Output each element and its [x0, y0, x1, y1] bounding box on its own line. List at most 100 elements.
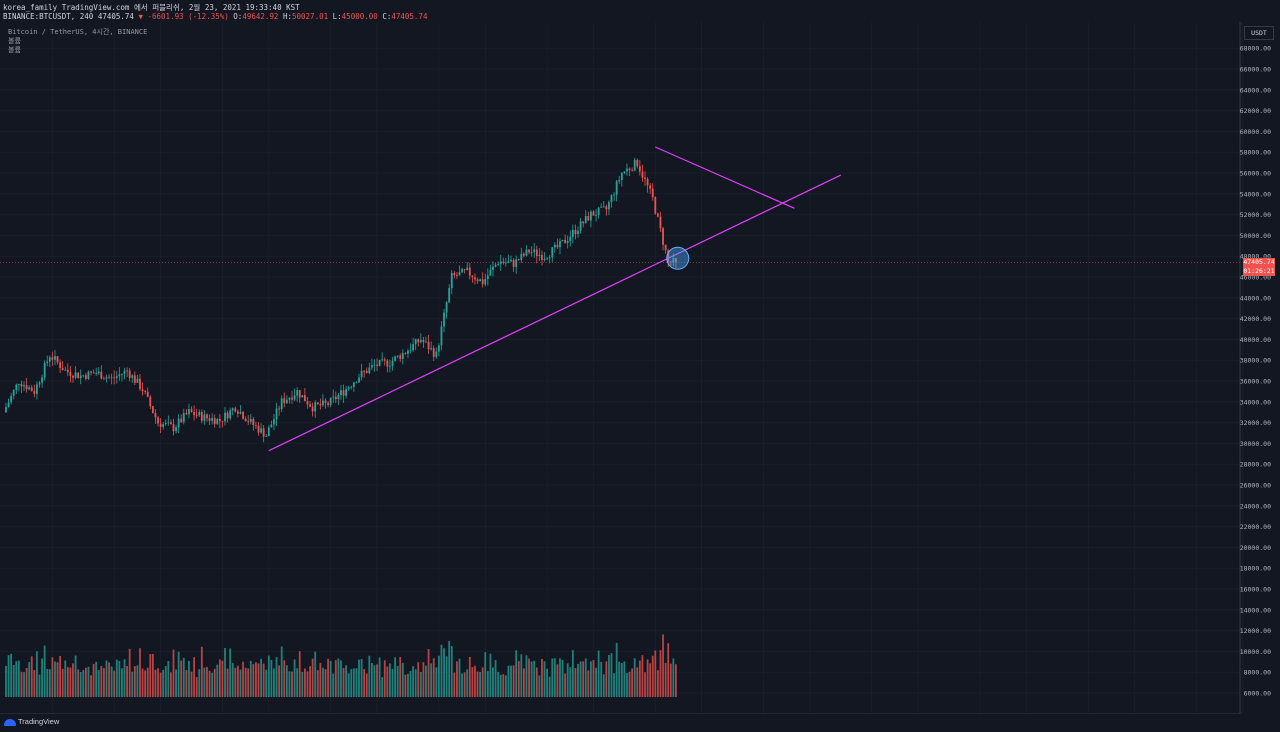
candle-body: [332, 396, 335, 398]
candle-body: [504, 262, 507, 264]
candle-body: [623, 171, 626, 173]
price-tick-label: 24000.00: [1240, 502, 1271, 510]
volume-bar: [352, 668, 355, 697]
volume-bar: [278, 665, 281, 697]
tradingview-logo[interactable]: TradingView: [4, 717, 59, 726]
candle-body: [636, 159, 639, 167]
candle-body: [190, 409, 193, 413]
ohlc-readout: BINANCE:BTCUSDT, 240 47405.74 ▼ -6601.93…: [3, 12, 427, 21]
volume-bar: [358, 659, 360, 697]
candle-body: [177, 418, 180, 428]
volume-bar: [303, 668, 306, 697]
volume-bar: [556, 664, 559, 697]
footer: [0, 714, 1280, 732]
candle-body: [108, 377, 110, 379]
candle-body: [208, 418, 211, 421]
volume-bar: [280, 646, 283, 697]
volume-legend-1: 볼륨: [8, 37, 21, 45]
candle-body: [322, 400, 324, 406]
volume-bar: [211, 672, 214, 697]
candle-body: [79, 375, 82, 379]
candle-body: [641, 171, 644, 178]
candle-body: [471, 275, 474, 278]
candle-body: [396, 355, 399, 357]
volume-bar: [283, 660, 286, 697]
candle-body: [425, 341, 427, 343]
publish-info: korea_family TradingView.com 에서 퍼블리쉬, 2월…: [3, 3, 300, 12]
volume-bar: [309, 666, 311, 697]
candle-body: [329, 397, 332, 405]
candle-body: [437, 345, 440, 352]
volume-bar: [177, 651, 180, 697]
volume-bar: [378, 657, 381, 697]
volume-bar: [51, 657, 54, 697]
candle-body: [151, 406, 154, 414]
volume-bar: [157, 668, 159, 697]
candle-body: [556, 244, 559, 248]
candle-body: [115, 376, 118, 378]
candle-body: [172, 424, 175, 432]
volume-bar: [200, 646, 203, 697]
candle-body: [5, 407, 7, 413]
volume-bar: [170, 672, 172, 697]
volume-bar: [324, 669, 327, 697]
candle-body: [347, 387, 350, 390]
candle-body: [334, 396, 337, 400]
candle-body: [74, 372, 77, 378]
price-chart[interactable]: 68000.00 66000.00 64000.00 62000.00 60000.00…: [0, 22, 1280, 732]
price-axis[interactable]: 68000.00 66000.00 64000.00 62000.00 60000.00…: [1240, 45, 1271, 698]
candle-body: [244, 418, 247, 422]
volume-bar: [301, 671, 304, 697]
volume-bar: [613, 673, 615, 697]
candle-body: [288, 397, 291, 400]
price-tick-label: 28000.00: [1240, 461, 1271, 469]
volume-bar: [123, 659, 126, 697]
candle-body: [48, 357, 51, 362]
volume-bar: [61, 668, 64, 697]
volume-bar: [417, 662, 420, 697]
candle-body: [139, 378, 141, 390]
candle-body: [404, 353, 407, 354]
candle-body: [257, 425, 260, 433]
candle-body: [378, 359, 381, 366]
candle-body: [144, 391, 147, 392]
volume-bar: [77, 669, 80, 697]
candle-body: [314, 402, 317, 412]
volume-bar: [502, 674, 505, 697]
candle-body: [103, 378, 105, 380]
price-tick-label: 44000.00: [1240, 294, 1271, 302]
candle-body: [61, 368, 64, 371]
volume-bar: [113, 670, 116, 697]
currency-unit[interactable]: USDT: [1244, 26, 1274, 40]
candle-body: [559, 241, 561, 248]
trendlines: [268, 146, 842, 452]
candle-body: [213, 418, 216, 425]
candle-body: [97, 371, 100, 374]
volume-bar: [213, 668, 216, 697]
volume-bar: [110, 666, 113, 697]
candle-body: [229, 410, 232, 419]
price-tick-label: 40000.00: [1240, 336, 1271, 344]
volume-bar: [146, 667, 149, 697]
volume-bar: [389, 663, 391, 697]
candle-body: [319, 404, 322, 406]
volume-bar: [409, 670, 412, 697]
volume-bar: [610, 653, 613, 697]
volume-bar: [270, 659, 273, 697]
volume-bar: [90, 675, 92, 697]
volume-bar: [97, 670, 100, 697]
volume-bar: [249, 660, 252, 697]
candle-body: [340, 390, 342, 395]
volume-bar: [463, 672, 466, 697]
price-tick-label: 26000.00: [1240, 482, 1271, 490]
candle-body: [291, 397, 293, 400]
volume-bar: [237, 665, 239, 697]
candle-body: [605, 206, 608, 210]
candle-body: [538, 254, 541, 257]
volume-bar: [553, 658, 556, 697]
candle-body: [221, 421, 224, 422]
candle-body: [273, 419, 275, 425]
candle-body: [237, 411, 239, 414]
price-tick-label: 46000.00: [1240, 274, 1271, 282]
candle-body: [409, 350, 412, 352]
